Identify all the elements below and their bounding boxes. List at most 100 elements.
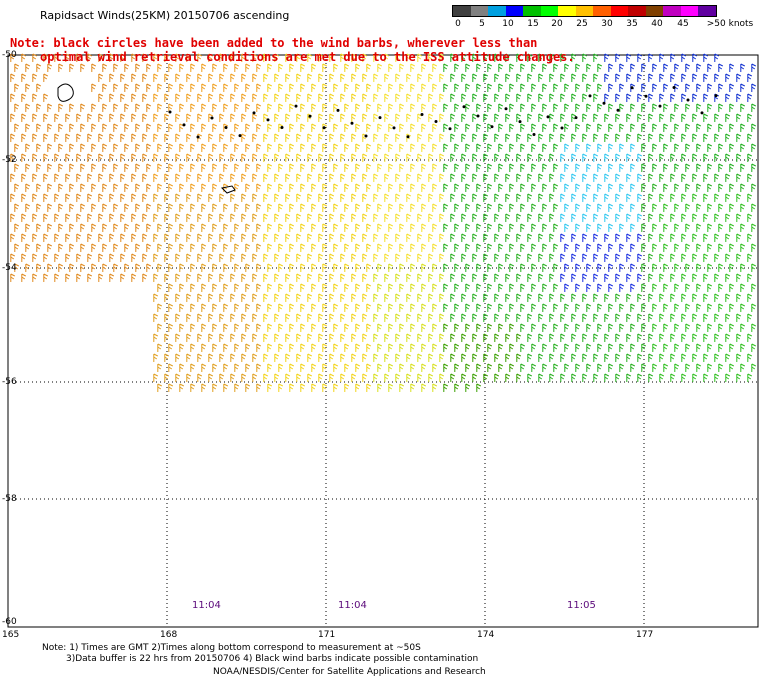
wind-barb bbox=[630, 223, 636, 232]
wind-barb bbox=[714, 273, 720, 282]
wind-barb bbox=[21, 93, 27, 102]
wind-barb bbox=[256, 63, 262, 72]
wind-barb bbox=[516, 353, 522, 362]
wind-barb bbox=[263, 93, 269, 102]
colorbar-swatch bbox=[593, 6, 611, 16]
wind-barb bbox=[465, 163, 471, 172]
wind-barb bbox=[377, 223, 383, 232]
wind-barb bbox=[619, 343, 625, 352]
wind-barb bbox=[329, 133, 335, 142]
wind-barb bbox=[450, 373, 456, 382]
wind-barb bbox=[168, 163, 174, 172]
contamination-circle bbox=[294, 104, 298, 108]
wind-barb bbox=[714, 353, 720, 362]
wind-barb bbox=[36, 83, 42, 92]
wind-barb bbox=[201, 63, 207, 72]
wind-barb bbox=[241, 133, 247, 142]
wind-barb bbox=[564, 143, 570, 152]
wind-barb bbox=[340, 313, 346, 322]
wind-barb bbox=[146, 263, 152, 272]
wind-barb bbox=[285, 293, 291, 302]
wind-barb bbox=[113, 63, 119, 72]
contamination-circle bbox=[560, 126, 564, 130]
wind-barb bbox=[604, 213, 610, 222]
wind-barb bbox=[498, 183, 504, 192]
wind-barb bbox=[575, 143, 581, 152]
map-frame bbox=[7, 54, 759, 628]
wind-barb bbox=[549, 273, 555, 282]
wind-barb bbox=[230, 93, 236, 102]
wind-barb bbox=[465, 63, 471, 72]
wind-barb bbox=[542, 203, 548, 212]
wind-barb bbox=[509, 303, 515, 312]
wind-barb bbox=[641, 183, 647, 192]
wind-barb bbox=[549, 253, 555, 262]
wind-barb bbox=[373, 153, 379, 162]
wind-barb bbox=[575, 303, 581, 312]
wind-barb bbox=[652, 63, 658, 72]
wind-barb bbox=[256, 243, 262, 252]
colorbar-label: 15 bbox=[527, 19, 539, 29]
wind-barb bbox=[432, 383, 438, 392]
wind-barb bbox=[65, 233, 71, 242]
wind-barb bbox=[322, 203, 328, 212]
wind-barb bbox=[32, 233, 38, 242]
wind-barb bbox=[472, 53, 478, 62]
wind-barb bbox=[21, 113, 27, 122]
wind-barb bbox=[135, 263, 141, 272]
wind-barb bbox=[542, 363, 548, 372]
wind-barb bbox=[443, 303, 449, 312]
wind-barb bbox=[252, 73, 258, 82]
wind-barb bbox=[410, 343, 416, 352]
wind-barb bbox=[718, 143, 724, 152]
wind-barb bbox=[725, 273, 731, 282]
wind-barb bbox=[146, 123, 152, 132]
wind-barb bbox=[641, 223, 647, 232]
wind-barb bbox=[663, 83, 669, 92]
wind-barb bbox=[245, 183, 251, 192]
wind-barb bbox=[505, 113, 511, 122]
wind-barb bbox=[527, 293, 533, 302]
wind-barb bbox=[355, 303, 361, 312]
wind-barb bbox=[296, 313, 302, 322]
wind-barb bbox=[428, 133, 434, 142]
wind-barb bbox=[241, 213, 247, 222]
wind-barb bbox=[626, 353, 632, 362]
colorbar-label: 25 bbox=[576, 19, 588, 29]
wind-barb bbox=[329, 193, 335, 202]
wind-barb bbox=[377, 203, 383, 212]
wind-barb bbox=[718, 363, 724, 372]
wind-barb bbox=[597, 323, 603, 332]
wind-barb bbox=[322, 223, 328, 232]
wind-barb bbox=[450, 173, 456, 182]
wind-barb bbox=[465, 383, 471, 392]
wind-barb bbox=[296, 273, 302, 282]
wind-barb bbox=[593, 93, 599, 102]
wind-barb bbox=[461, 273, 467, 282]
wind-barb bbox=[344, 103, 350, 112]
wind-barb bbox=[707, 223, 713, 232]
wind-barb bbox=[179, 383, 185, 392]
wind-barb bbox=[740, 363, 746, 372]
wind-barb bbox=[384, 53, 390, 62]
wind-barb bbox=[355, 243, 361, 252]
wind-barb bbox=[505, 153, 511, 162]
wind-barb bbox=[201, 243, 207, 252]
wind-barb bbox=[355, 223, 361, 232]
wind-barb bbox=[509, 343, 515, 352]
wind-barb bbox=[593, 113, 599, 122]
contamination-circle bbox=[420, 112, 424, 116]
wind-barb bbox=[476, 363, 482, 372]
wind-barb bbox=[729, 63, 735, 72]
wind-barb bbox=[43, 193, 49, 202]
wind-barb bbox=[197, 53, 203, 62]
wind-barb bbox=[428, 353, 434, 362]
wind-barb bbox=[498, 163, 504, 172]
wind-barb bbox=[256, 263, 262, 272]
wind-barb bbox=[714, 313, 720, 322]
wind-barb bbox=[725, 213, 731, 222]
wind-barb bbox=[450, 333, 456, 342]
wind-barb bbox=[230, 133, 236, 142]
wind-barb bbox=[329, 313, 335, 322]
wind-barb bbox=[681, 113, 687, 122]
